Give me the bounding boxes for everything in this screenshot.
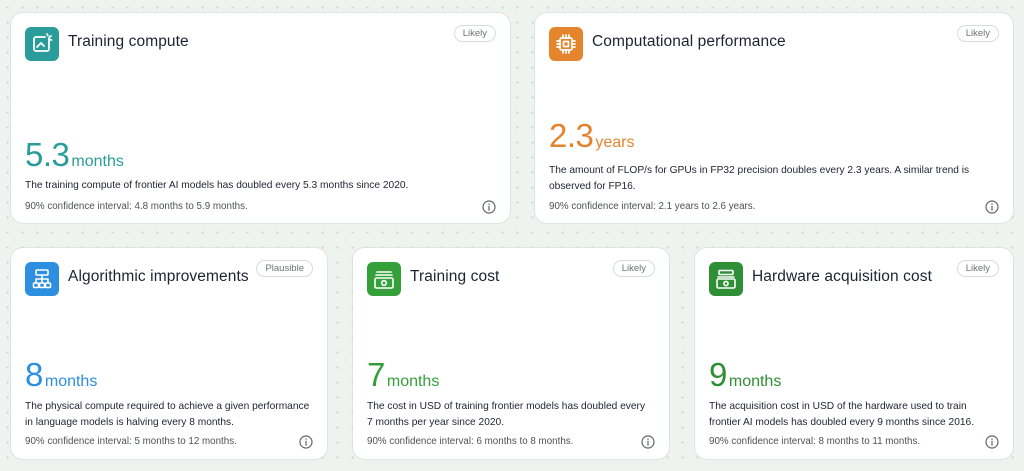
card-description: The training compute of frontier AI mode… — [25, 180, 409, 191]
likelihood-badge: Likely — [612, 260, 655, 277]
trend-chart-icon — [25, 27, 59, 61]
metric-value: 5.3 months — [25, 138, 124, 171]
metric-value: 7 months — [367, 358, 439, 391]
metric-unit: months — [71, 153, 124, 170]
card-title: Computational performance — [592, 33, 786, 50]
info-icon[interactable] — [482, 200, 496, 214]
metric-value: 2.3 years — [549, 119, 635, 152]
info-icon[interactable] — [985, 435, 999, 449]
card-hardware-acquisition-cost[interactable]: Hardware acquisition cost Likely 9 months… — [695, 248, 1013, 459]
money-icon — [367, 262, 401, 296]
card-title: Algorithmic improvements — [68, 268, 249, 285]
info-icon[interactable] — [641, 435, 655, 449]
info-icon[interactable] — [985, 200, 999, 214]
confidence-interval: 90% confidence interval: 4.8 months to 5… — [25, 201, 248, 212]
metric-unit: months — [728, 373, 782, 390]
card-description: The cost in USD of training frontier mod… — [367, 401, 646, 428]
card-description: The amount of FLOP/s for GPUs in FP32 pr… — [549, 165, 970, 192]
likelihood-badge: Likely — [956, 25, 999, 42]
likelihood-badge: Plausible — [256, 260, 313, 277]
confidence-interval: 90% confidence interval: 6 months to 8 m… — [367, 436, 574, 447]
metric-number: 9 — [709, 356, 727, 393]
card-title: Training cost — [410, 268, 500, 285]
likelihood-badge: Likely — [453, 25, 496, 42]
metric-unit: months — [44, 373, 98, 390]
metric-unit: months — [386, 373, 440, 390]
metric-number: 7 — [367, 356, 385, 393]
info-icon[interactable] — [299, 435, 313, 449]
hierarchy-icon — [25, 262, 59, 296]
confidence-interval: 90% confidence interval: 5 months to 12 … — [25, 436, 237, 447]
card-algorithmic-improvements[interactable]: Algorithmic improvements Plausible 8 mont… — [11, 248, 327, 459]
card-description: The acquisition cost in USD of the hardw… — [709, 401, 975, 428]
metric-number: 2.3 — [549, 117, 594, 154]
card-title: Hardware acquisition cost — [752, 268, 932, 285]
confidence-interval: 90% confidence interval: 2.1 years to 2.… — [549, 201, 756, 212]
chip-icon — [549, 27, 583, 61]
card-training-cost[interactable]: Training cost Likely 7 months The cost in… — [353, 248, 669, 459]
money-stack-icon — [709, 262, 743, 296]
card-title: Training compute — [68, 33, 189, 50]
card-computational-performance[interactable]: Computational performance Likely 2.3 year… — [535, 13, 1013, 223]
metric-value: 9 months — [709, 358, 781, 391]
confidence-interval: 90% confidence interval: 8 months to 11 … — [709, 436, 921, 447]
metric-number: 5.3 — [25, 136, 70, 173]
metric-number: 8 — [25, 356, 43, 393]
metric-unit: years — [595, 134, 635, 151]
likelihood-badge: Likely — [956, 260, 999, 277]
metric-value: 8 months — [25, 358, 97, 391]
card-description: The physical compute required to achieve… — [25, 401, 310, 428]
card-training-compute[interactable]: Training compute Likely 5.3 months The tr… — [11, 13, 510, 223]
